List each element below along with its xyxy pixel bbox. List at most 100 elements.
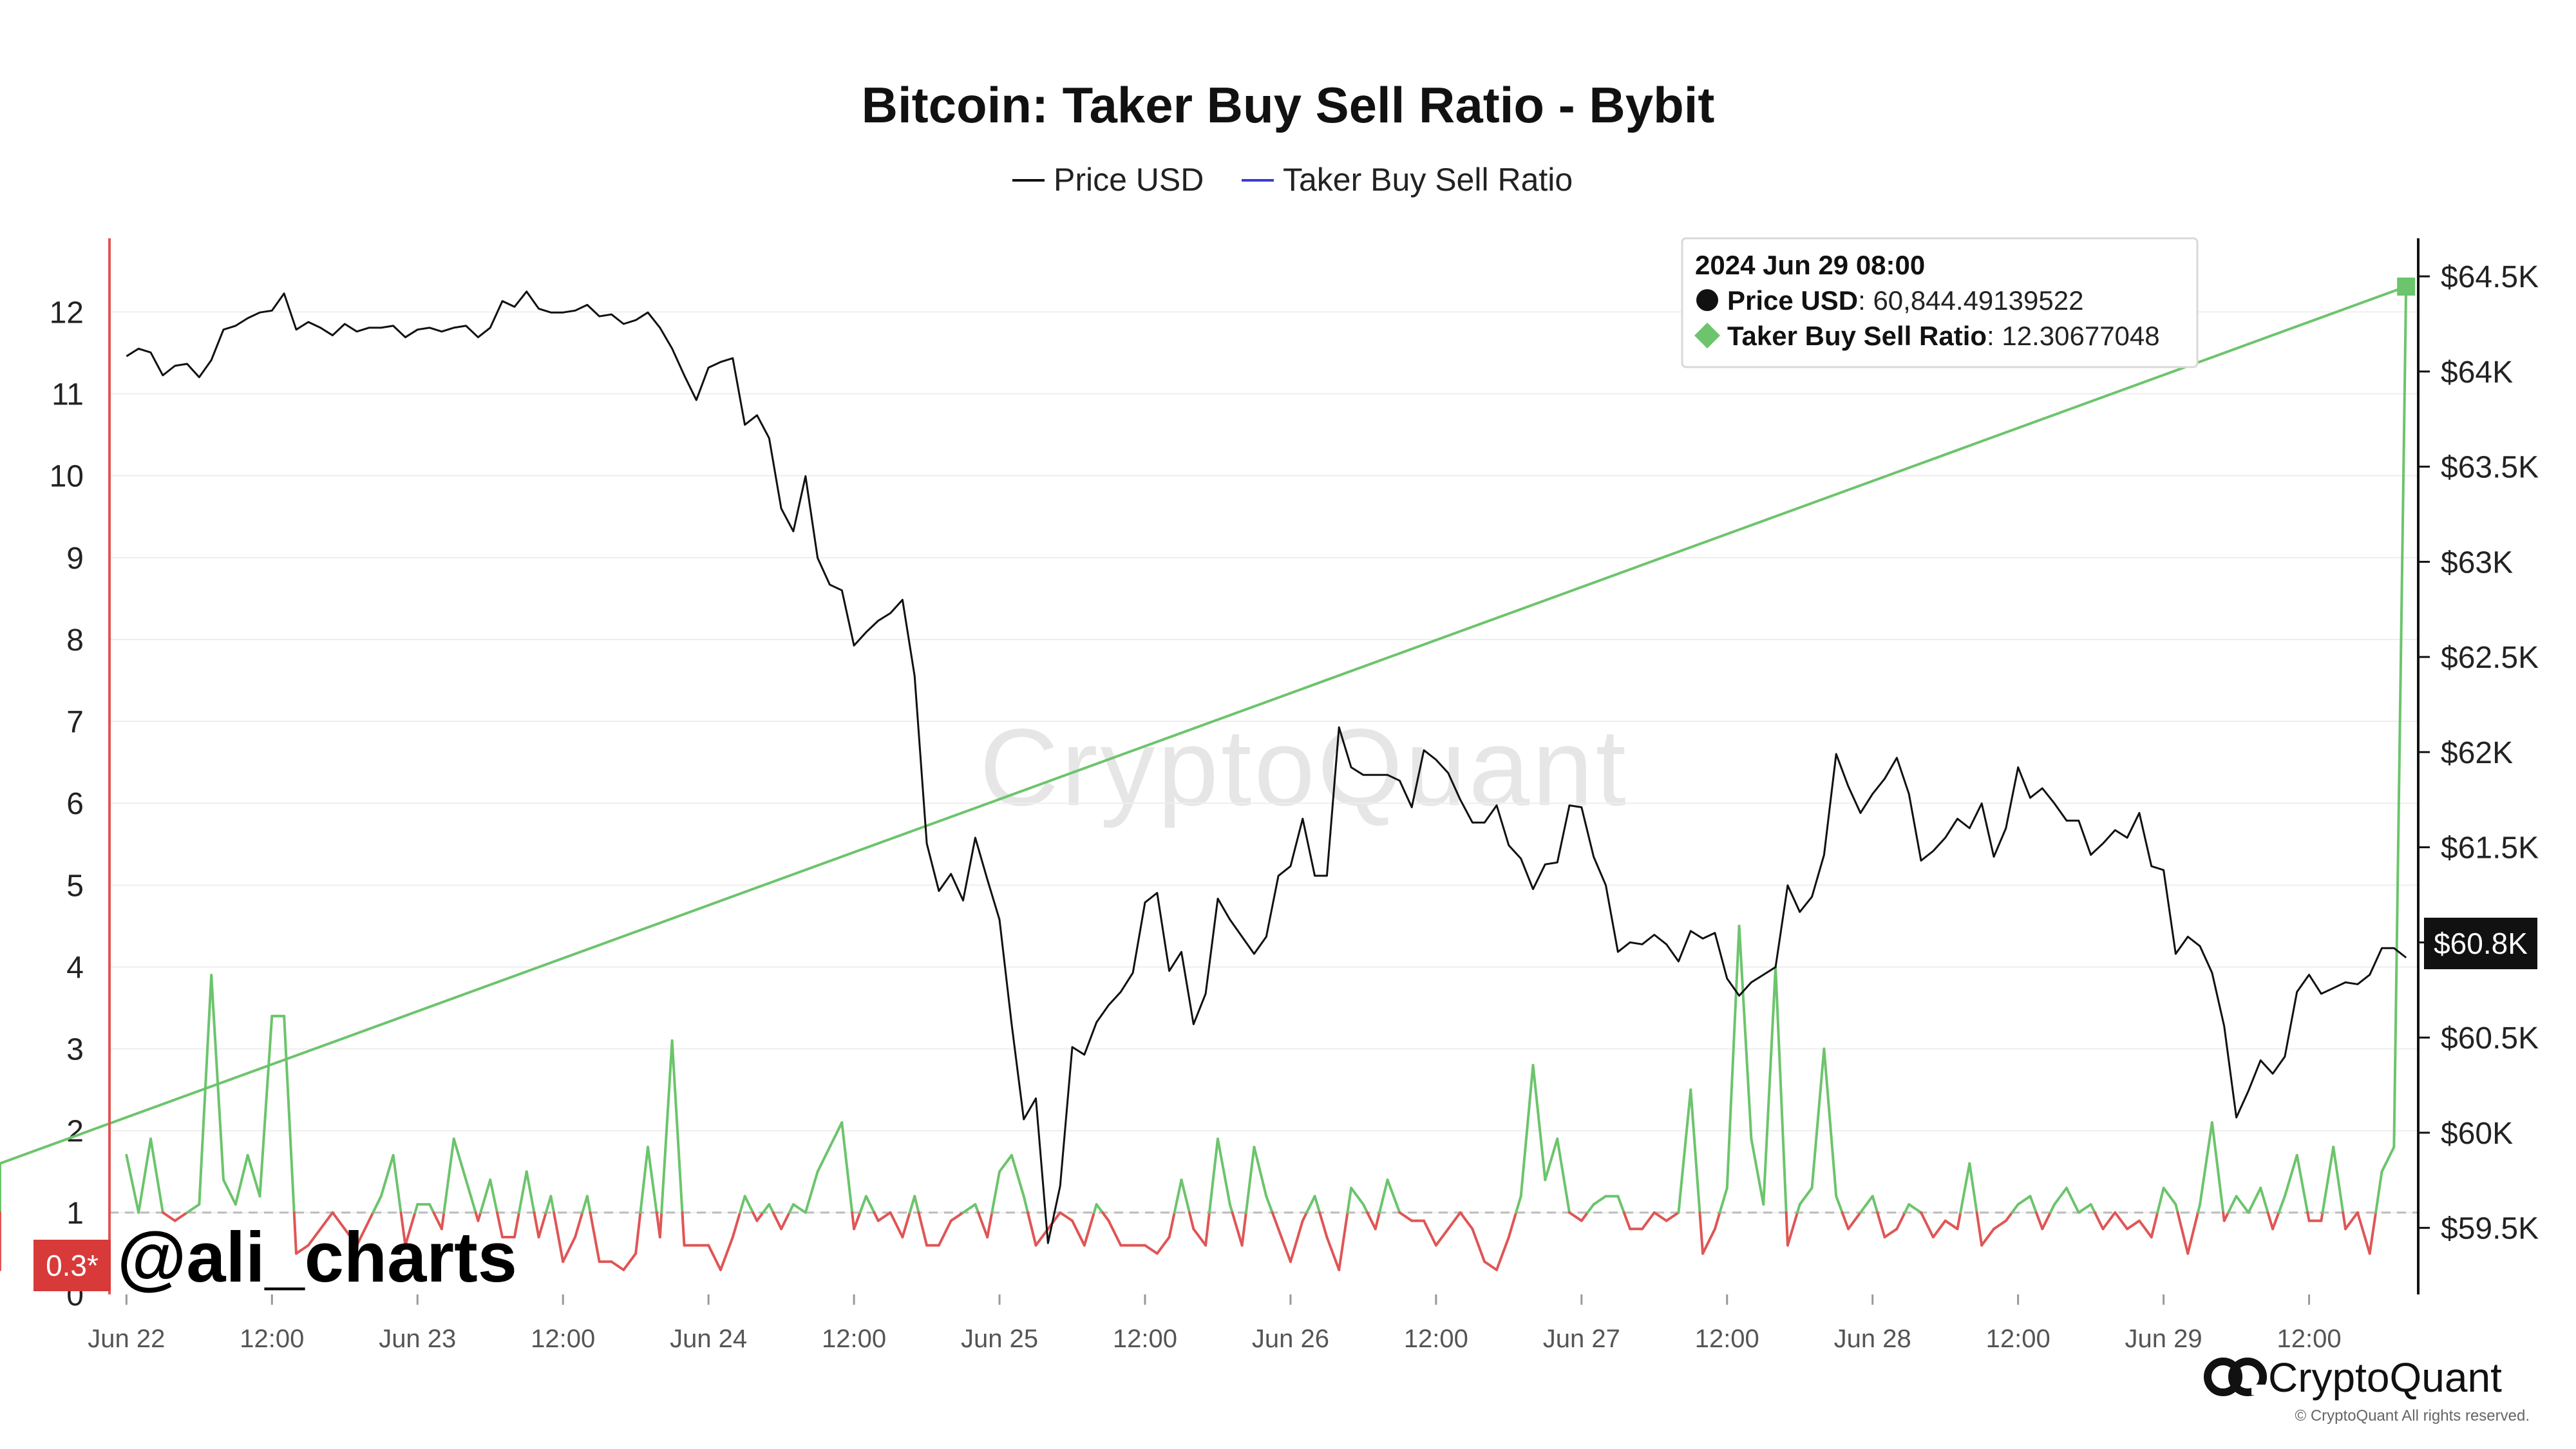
ratio-segment-below <box>1168 1211 1176 1239</box>
cryptoquant-logo-icon <box>2204 1358 2267 1396</box>
x-tick-label: Jun 29 <box>2125 1325 2202 1353</box>
ratio-segment-below <box>343 1227 359 1247</box>
legend-price-label[interactable]: Price USD <box>1054 162 1204 198</box>
ratio-segment-above <box>1244 1146 1256 1214</box>
ratio-badge-box <box>33 1240 111 1291</box>
ratio-segment-below <box>1665 1211 1680 1222</box>
ratio-segment-below <box>1495 1236 1510 1271</box>
ratio-segment-above <box>2277 1195 2286 1214</box>
ratio-segment-above <box>1378 1179 1389 1214</box>
ratio-segment-below <box>1231 1211 1244 1247</box>
ratio-segment-above <box>1738 924 1753 1141</box>
tooltip-header: 2024 Jun 29 08:00 <box>1695 250 1925 280</box>
ratio-segment-above <box>392 1153 402 1214</box>
ratio-segment-below <box>1580 1211 1589 1222</box>
ratio-segment-below <box>1083 1211 1095 1247</box>
ratio-segment-below <box>533 1211 540 1239</box>
ratio-segment-above <box>1871 1195 1879 1214</box>
ratio-segment-below <box>1622 1211 1632 1231</box>
ratio-segment-above <box>1810 1047 1826 1189</box>
ratio-segment-below <box>889 1211 904 1239</box>
ratio-segment-below <box>331 1211 346 1231</box>
ratio-segment-above <box>816 1146 831 1173</box>
ratio-segment-below <box>1325 1236 1341 1271</box>
ratio-segment-below <box>1071 1219 1086 1247</box>
ratio-segment-below <box>589 1211 601 1264</box>
ratio-segment-above <box>1616 1195 1625 1214</box>
ratio-segment-below <box>1992 1219 2007 1231</box>
x-tick-label: 12:00 <box>1986 1325 2050 1353</box>
right-tick-label: $64.5K <box>2441 260 2539 294</box>
ratio-segment-above <box>222 1179 237 1206</box>
ratio-segment-below <box>752 1211 759 1222</box>
left-tick-label: 5 <box>66 869 84 903</box>
brand-copyright: © CryptoQuant All rights reserved. <box>2295 1407 2530 1425</box>
ratio-segment-below <box>1698 1211 1705 1255</box>
ratio-segment-above <box>283 1014 296 1214</box>
ratio-segment-below <box>1507 1211 1518 1239</box>
ratio-segment-above <box>2089 1203 2096 1214</box>
x-tick-label: 12:00 <box>531 1325 595 1353</box>
left-tick-label: 4 <box>66 951 84 985</box>
ratio-segment-above <box>379 1153 395 1198</box>
price-series[interactable] <box>126 290 2407 1244</box>
ratio-segment-above <box>1350 1186 1365 1206</box>
ratio-segment-above <box>840 1121 854 1214</box>
ratio-segment-below <box>917 1211 929 1247</box>
x-tick-label: 12:00 <box>2277 1325 2341 1353</box>
ratio-segment-above <box>743 1195 755 1214</box>
ratio-segment-below <box>610 1260 625 1271</box>
ratio-segment-above <box>2283 1153 2298 1198</box>
ratio-segment-below <box>986 1211 994 1239</box>
hover-marker <box>2397 278 2416 296</box>
ratio-segment-above <box>1795 1203 1801 1214</box>
ratio-segment-below <box>1701 1227 1716 1255</box>
ratio-segment-above <box>1725 924 1741 1189</box>
tooltip-ratio-row: Taker Buy Sell Ratio: 12.30677048 <box>1727 321 2160 351</box>
ratio-segment-below <box>432 1211 443 1231</box>
ratio-segment-below <box>1713 1211 1721 1231</box>
price-badge: $60.8K <box>2424 918 2537 969</box>
ratio-segment-below <box>1980 1227 1995 1247</box>
ratio-segment-below <box>2342 1211 2347 1231</box>
ratio-segment-above <box>1531 1064 1547 1182</box>
ratio-segment-above <box>1968 1162 1978 1214</box>
tooltip-box <box>1681 237 2199 368</box>
ratio-segment-above <box>1835 1195 1844 1214</box>
ratio-segment-above <box>2247 1186 2262 1214</box>
ratio-segment-below <box>1155 1236 1171 1255</box>
ratio-segment-below <box>1459 1211 1474 1231</box>
tooltip-ratio-value: 12.30677048 <box>2002 321 2159 351</box>
left-tick-label: 9 <box>66 542 84 576</box>
ratio-segment-above <box>372 1195 383 1214</box>
ratio-segment-below <box>1847 1211 1862 1231</box>
ratio-segment-below <box>1883 1227 1899 1239</box>
ratio-segment-below <box>404 1211 417 1247</box>
ratio-segment-above <box>452 1137 468 1182</box>
ratio-segment-above <box>1173 1179 1183 1214</box>
ratio-segment-above <box>761 1203 771 1214</box>
ratio-segment-below <box>1318 1211 1329 1239</box>
ratio-segment-above <box>246 1153 261 1198</box>
ratio-segment-below <box>719 1236 734 1271</box>
tooltip-price-key: Price USD <box>1727 285 1858 316</box>
legend-ratio-label[interactable]: Taker Buy Sell Ratio <box>1283 162 1573 198</box>
right-tick-label: $62K <box>2441 736 2513 770</box>
ratio-segment-below <box>2041 1211 2052 1231</box>
ratio-segment-above <box>1022 1195 1029 1214</box>
ratio-segment-above <box>1959 1162 1971 1214</box>
ratio-series[interactable] <box>0 285 2408 1271</box>
legend: Price USD Taker Buy Sell Ratio <box>1012 162 1573 198</box>
left-tick-label: 12 <box>50 296 84 330</box>
ratio-segment-above <box>413 1203 419 1214</box>
left-tick-label: 11 <box>52 378 84 412</box>
ratio-segment-below <box>1423 1219 1437 1247</box>
ratio-segment-below <box>1188 1211 1195 1231</box>
ratio-segment-below <box>2114 1211 2129 1231</box>
ratio-segment-below <box>1366 1211 1377 1231</box>
ratio-segment-above <box>2392 285 2408 1149</box>
ratio-segment-below <box>355 1219 370 1247</box>
ratio-segment-below <box>2306 1211 2311 1222</box>
ratio-segment-above <box>137 1137 153 1214</box>
ratio-segment-above <box>1208 1137 1219 1214</box>
